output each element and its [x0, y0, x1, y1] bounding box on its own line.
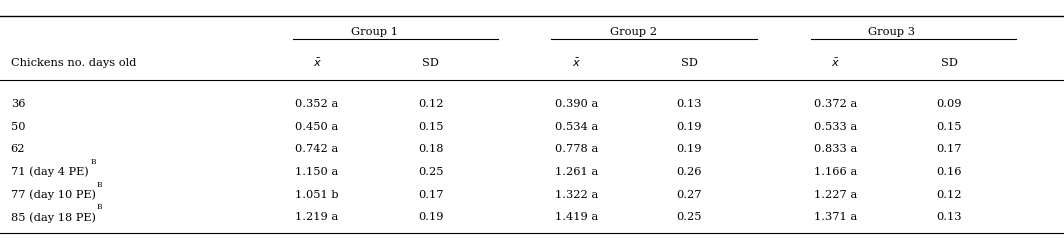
Text: 50: 50: [11, 122, 26, 132]
Text: 1.322 a: 1.322 a: [555, 190, 598, 200]
Text: 0.09: 0.09: [936, 99, 962, 109]
Text: 0.18: 0.18: [418, 144, 444, 154]
Text: 0.25: 0.25: [677, 212, 702, 223]
Text: 0.27: 0.27: [677, 190, 702, 200]
Text: 1.150 a: 1.150 a: [296, 167, 338, 177]
Text: 71 (day 4 PE): 71 (day 4 PE): [11, 167, 88, 177]
Text: 1.261 a: 1.261 a: [555, 167, 598, 177]
Text: B: B: [97, 203, 102, 212]
Text: 36: 36: [11, 99, 26, 109]
Text: 85 (day 18 PE): 85 (day 18 PE): [11, 212, 96, 223]
Text: 1.371 a: 1.371 a: [814, 212, 857, 223]
Text: SD: SD: [422, 58, 439, 68]
Text: 0.742 a: 0.742 a: [296, 144, 338, 154]
Text: Group 2: Group 2: [610, 27, 656, 38]
Text: 0.450 a: 0.450 a: [296, 122, 338, 132]
Text: 0.19: 0.19: [677, 122, 702, 132]
Text: 0.352 a: 0.352 a: [296, 99, 338, 109]
Text: 62: 62: [11, 144, 26, 154]
Text: 0.778 a: 0.778 a: [555, 144, 598, 154]
Text: 0.17: 0.17: [936, 144, 962, 154]
Text: Group 3: Group 3: [868, 27, 915, 38]
Text: 0.833 a: 0.833 a: [814, 144, 857, 154]
Text: 0.13: 0.13: [936, 212, 962, 223]
Text: 0.17: 0.17: [418, 190, 444, 200]
Text: B: B: [90, 158, 97, 166]
Text: 0.19: 0.19: [677, 144, 702, 154]
Text: Group 1: Group 1: [351, 27, 398, 38]
Text: 0.533 a: 0.533 a: [814, 122, 857, 132]
Text: Chickens no. days old: Chickens no. days old: [11, 58, 136, 68]
Text: $\bar{x}$: $\bar{x}$: [572, 57, 581, 70]
Text: 0.13: 0.13: [677, 99, 702, 109]
Text: 0.26: 0.26: [677, 167, 702, 177]
Text: 1.051 b: 1.051 b: [295, 190, 339, 200]
Text: 0.12: 0.12: [418, 99, 444, 109]
Text: 0.390 a: 0.390 a: [555, 99, 598, 109]
Text: SD: SD: [681, 58, 698, 68]
Text: 0.15: 0.15: [936, 122, 962, 132]
Text: SD: SD: [941, 58, 958, 68]
Text: $\bar{x}$: $\bar{x}$: [831, 57, 839, 70]
Text: 0.372 a: 0.372 a: [814, 99, 857, 109]
Text: 1.166 a: 1.166 a: [814, 167, 857, 177]
Text: 0.12: 0.12: [936, 190, 962, 200]
Text: 0.25: 0.25: [418, 167, 444, 177]
Text: 77 (day 10 PE): 77 (day 10 PE): [11, 190, 96, 200]
Text: B: B: [97, 181, 102, 189]
Text: 1.227 a: 1.227 a: [814, 190, 857, 200]
Text: 1.419 a: 1.419 a: [555, 212, 598, 223]
Text: 0.16: 0.16: [936, 167, 962, 177]
Text: $\bar{x}$: $\bar{x}$: [313, 57, 321, 70]
Text: 0.15: 0.15: [418, 122, 444, 132]
Text: 0.534 a: 0.534 a: [555, 122, 598, 132]
Text: 0.19: 0.19: [418, 212, 444, 223]
Text: 1.219 a: 1.219 a: [296, 212, 338, 223]
